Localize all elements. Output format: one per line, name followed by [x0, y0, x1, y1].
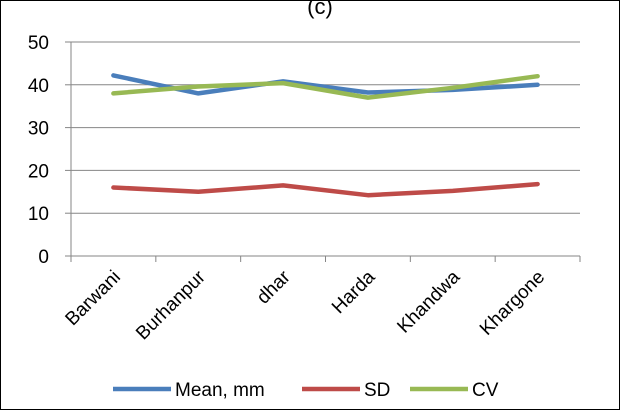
series-line-cv	[111, 73, 540, 100]
legend-label: Mean, mm	[175, 380, 265, 401]
y-tick-label: 10	[28, 204, 49, 225]
chart-title: (c)	[307, 0, 333, 19]
x-category-label: Harda	[328, 266, 380, 318]
y-tick-label: 0	[38, 247, 49, 268]
y-tick-label: 50	[28, 33, 49, 54]
x-category-label: Barwani	[62, 267, 125, 330]
legend-label: CV	[472, 380, 499, 401]
y-tick-label: 20	[28, 161, 49, 182]
x-category-label: Burhanpur	[132, 266, 210, 344]
y-tick-label: 40	[28, 76, 49, 97]
legend: Mean, mm SD CV	[113, 380, 499, 401]
series-line-sd	[111, 181, 540, 198]
x-category-label: Khandwa	[393, 266, 464, 337]
axes	[65, 41, 581, 262]
series-lines	[111, 73, 540, 198]
x-category-label: Khargone	[476, 267, 549, 340]
x-category-label: dhar	[253, 266, 295, 308]
y-tick-label: 30	[28, 119, 49, 140]
legend-label: SD	[364, 380, 390, 401]
series-line-mean-mm	[111, 73, 540, 96]
